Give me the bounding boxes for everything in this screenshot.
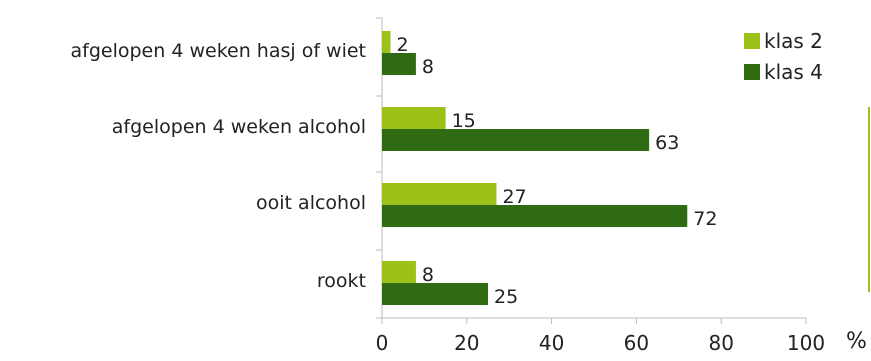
legend-label: klas 4 xyxy=(764,60,823,84)
category-label: afgelopen 4 weken alcohol xyxy=(112,116,366,138)
bar-klas-4 xyxy=(382,129,650,151)
value-label: 27 xyxy=(502,186,526,208)
bar-klas-2 xyxy=(382,31,391,53)
x-tick-label: 20 xyxy=(454,331,479,355)
labels-layer: afgelopen 4 weken hasj of wiet 28afgelope… xyxy=(71,34,718,308)
value-label: 8 xyxy=(422,264,434,286)
legend-swatch xyxy=(744,33,760,49)
x-tick-label: 80 xyxy=(708,331,733,355)
category-label: afgelopen 4 weken hasj of wiet xyxy=(71,40,366,62)
bar-klas-2 xyxy=(382,261,416,283)
legend-swatch xyxy=(744,64,760,80)
x-tick-label: 60 xyxy=(624,331,649,355)
category-label: rookt xyxy=(317,270,366,292)
value-label: 25 xyxy=(494,286,518,308)
x-tick-label: 100 xyxy=(787,331,825,355)
legend: klas 2 klas 4 xyxy=(744,29,823,84)
axis-layer: 0 20 40 60 80 100 xyxy=(376,17,825,355)
bars-layer xyxy=(382,31,688,305)
x-tick-label: 40 xyxy=(539,331,564,355)
value-label: 8 xyxy=(422,56,434,78)
legend-label: klas 2 xyxy=(764,29,823,53)
value-label: 2 xyxy=(396,34,408,56)
bar-klas-4 xyxy=(382,283,488,305)
x-tick-label: 0 xyxy=(376,331,389,355)
category-label: ooit alcohol xyxy=(256,192,366,214)
bar-klas-2 xyxy=(382,107,446,129)
bar-klas-4 xyxy=(382,53,416,75)
value-label: 63 xyxy=(655,132,679,154)
value-label: 15 xyxy=(452,110,476,132)
bar-klas-2 xyxy=(382,183,497,205)
value-label: 72 xyxy=(693,208,717,230)
bar-klas-4 xyxy=(382,205,688,227)
x-axis-unit-label: % xyxy=(846,329,867,354)
